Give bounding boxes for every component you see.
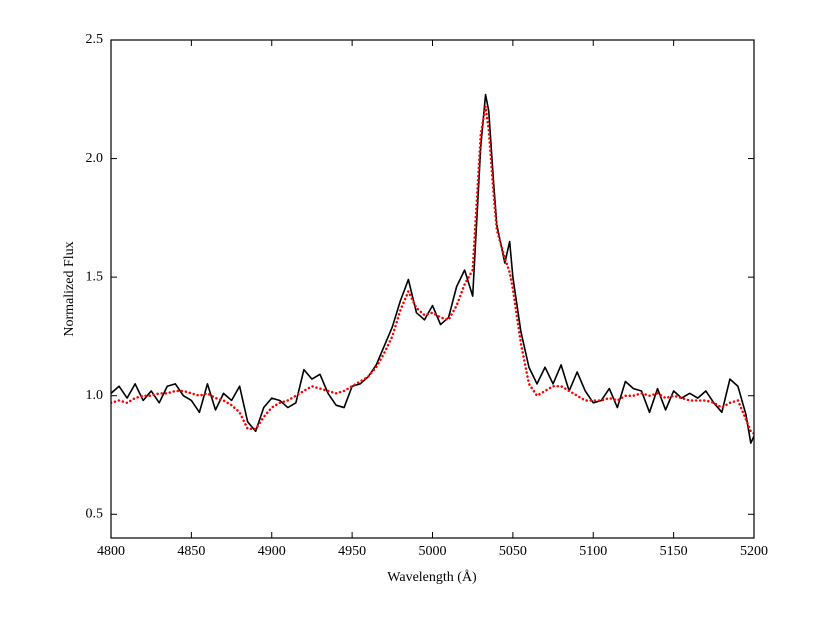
- x-tick-label: 4850: [177, 544, 205, 559]
- y-axis-label: Normalized Flux: [62, 241, 77, 336]
- x-tick-label: 4950: [338, 544, 366, 559]
- y-tick-label: 1.0: [86, 388, 104, 403]
- y-tick-label: 2.0: [86, 151, 104, 166]
- x-tick-label: 4800: [97, 544, 125, 559]
- y-tick-label: 2.5: [86, 32, 104, 47]
- spectrum-line: [111, 105, 754, 435]
- x-axis-label: Wavelength (Å): [387, 569, 477, 585]
- x-tick-label: 5000: [419, 544, 447, 559]
- x-tick-label: 5200: [740, 544, 768, 559]
- x-tick-label: 4900: [258, 544, 286, 559]
- x-tick-label: 5050: [499, 544, 527, 559]
- y-tick-label: 1.5: [86, 269, 104, 284]
- y-tick-label: 0.5: [86, 507, 104, 522]
- plot-frame: [110, 39, 755, 539]
- x-tick-label: 5150: [660, 544, 688, 559]
- x-tick-label: 5100: [579, 544, 607, 559]
- spectrum-line: [111, 93, 754, 444]
